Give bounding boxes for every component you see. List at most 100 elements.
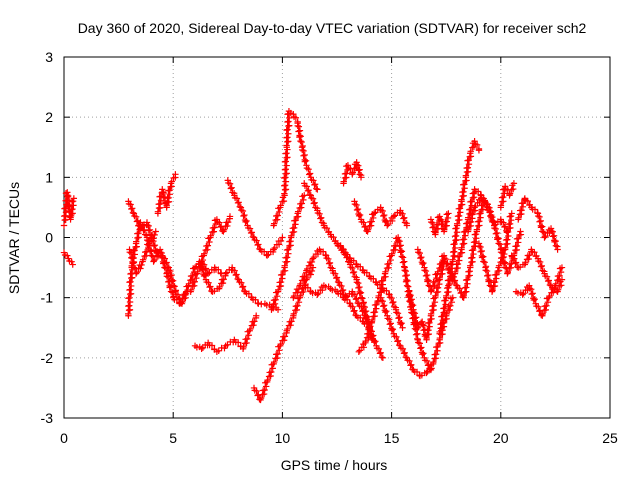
data-point xyxy=(510,185,517,193)
data-point xyxy=(194,268,201,275)
data-point xyxy=(353,206,361,214)
data-point xyxy=(558,282,565,289)
data-point xyxy=(557,268,565,276)
data-point xyxy=(276,347,283,354)
data-point xyxy=(423,369,430,377)
data-point xyxy=(460,188,467,196)
x-axis-label: GPS time / hours xyxy=(281,457,388,473)
data-point xyxy=(508,210,515,217)
data-point xyxy=(430,302,437,309)
data-point xyxy=(415,249,422,256)
data-point xyxy=(281,262,288,269)
data-point xyxy=(288,232,295,239)
data-point xyxy=(138,261,145,269)
data-point xyxy=(494,236,501,243)
data-point xyxy=(257,394,265,402)
data-point xyxy=(245,290,253,297)
data-point xyxy=(438,320,445,328)
x-tick-label: 0 xyxy=(60,430,68,446)
data-point xyxy=(436,328,443,336)
data-point xyxy=(410,309,417,316)
data-point xyxy=(376,350,384,357)
data-point xyxy=(477,248,484,256)
data-point xyxy=(342,249,349,257)
data-point xyxy=(277,237,285,245)
x-tick-label: 25 xyxy=(602,430,618,446)
data-point xyxy=(477,210,484,217)
data-point xyxy=(501,250,508,258)
data-point xyxy=(282,158,289,165)
data-point xyxy=(338,282,345,290)
data-point xyxy=(294,302,301,309)
data-point xyxy=(451,240,458,248)
data-point xyxy=(554,286,562,293)
data-point xyxy=(357,294,365,301)
data-point xyxy=(441,255,448,262)
data-point xyxy=(395,237,402,244)
data-point xyxy=(128,254,135,262)
data-point xyxy=(398,320,405,327)
data-point xyxy=(415,322,423,330)
data-point xyxy=(406,357,413,365)
data-point xyxy=(469,211,476,218)
data-point xyxy=(343,296,351,303)
data-point xyxy=(384,315,391,322)
y-axis-label: SDTVAR / TECUs xyxy=(6,182,22,294)
data-point xyxy=(205,279,212,286)
data-point xyxy=(495,240,502,247)
data-point xyxy=(356,290,363,297)
data-point xyxy=(526,285,533,292)
data-point xyxy=(285,122,293,129)
data-point xyxy=(518,207,525,214)
data-point xyxy=(282,186,290,193)
data-point xyxy=(443,218,450,225)
data-point xyxy=(493,271,500,278)
data-point xyxy=(168,178,175,185)
data-point xyxy=(133,238,140,245)
data-point xyxy=(355,348,363,356)
data-point xyxy=(458,201,466,208)
data-point xyxy=(145,244,152,252)
data-point xyxy=(295,128,302,135)
data-point xyxy=(548,227,555,235)
data-point xyxy=(284,154,291,161)
data-point xyxy=(165,267,173,274)
data-point xyxy=(385,260,393,267)
data-point xyxy=(331,270,339,277)
data-point xyxy=(239,283,246,291)
data-point xyxy=(464,214,472,221)
data-point xyxy=(298,200,305,207)
data-point xyxy=(141,226,148,234)
data-point xyxy=(360,219,367,226)
data-point xyxy=(552,280,560,288)
data-point xyxy=(501,223,508,231)
y-tick-label: -3 xyxy=(41,410,54,426)
data-point xyxy=(424,278,431,285)
data-point xyxy=(274,350,281,358)
data-point xyxy=(233,271,240,278)
data-point xyxy=(130,264,138,271)
data-point xyxy=(343,254,350,261)
data-point xyxy=(372,338,379,345)
data-point xyxy=(126,248,133,256)
data-point xyxy=(282,178,290,185)
data-point xyxy=(355,167,362,174)
data-point xyxy=(375,345,383,353)
data-point xyxy=(67,214,74,221)
data-point xyxy=(242,218,249,226)
data-point xyxy=(531,295,539,303)
data-point xyxy=(449,277,456,284)
data-point xyxy=(357,314,364,322)
data-point xyxy=(355,284,362,292)
data-point xyxy=(300,276,307,284)
data-point xyxy=(367,323,374,330)
data-point xyxy=(287,322,294,329)
data-points xyxy=(60,107,566,404)
data-point xyxy=(353,161,361,169)
data-point xyxy=(460,236,468,243)
data-point xyxy=(303,265,311,273)
data-point xyxy=(309,195,317,202)
data-point xyxy=(443,292,450,300)
data-point xyxy=(425,326,432,334)
data-point xyxy=(365,330,372,337)
